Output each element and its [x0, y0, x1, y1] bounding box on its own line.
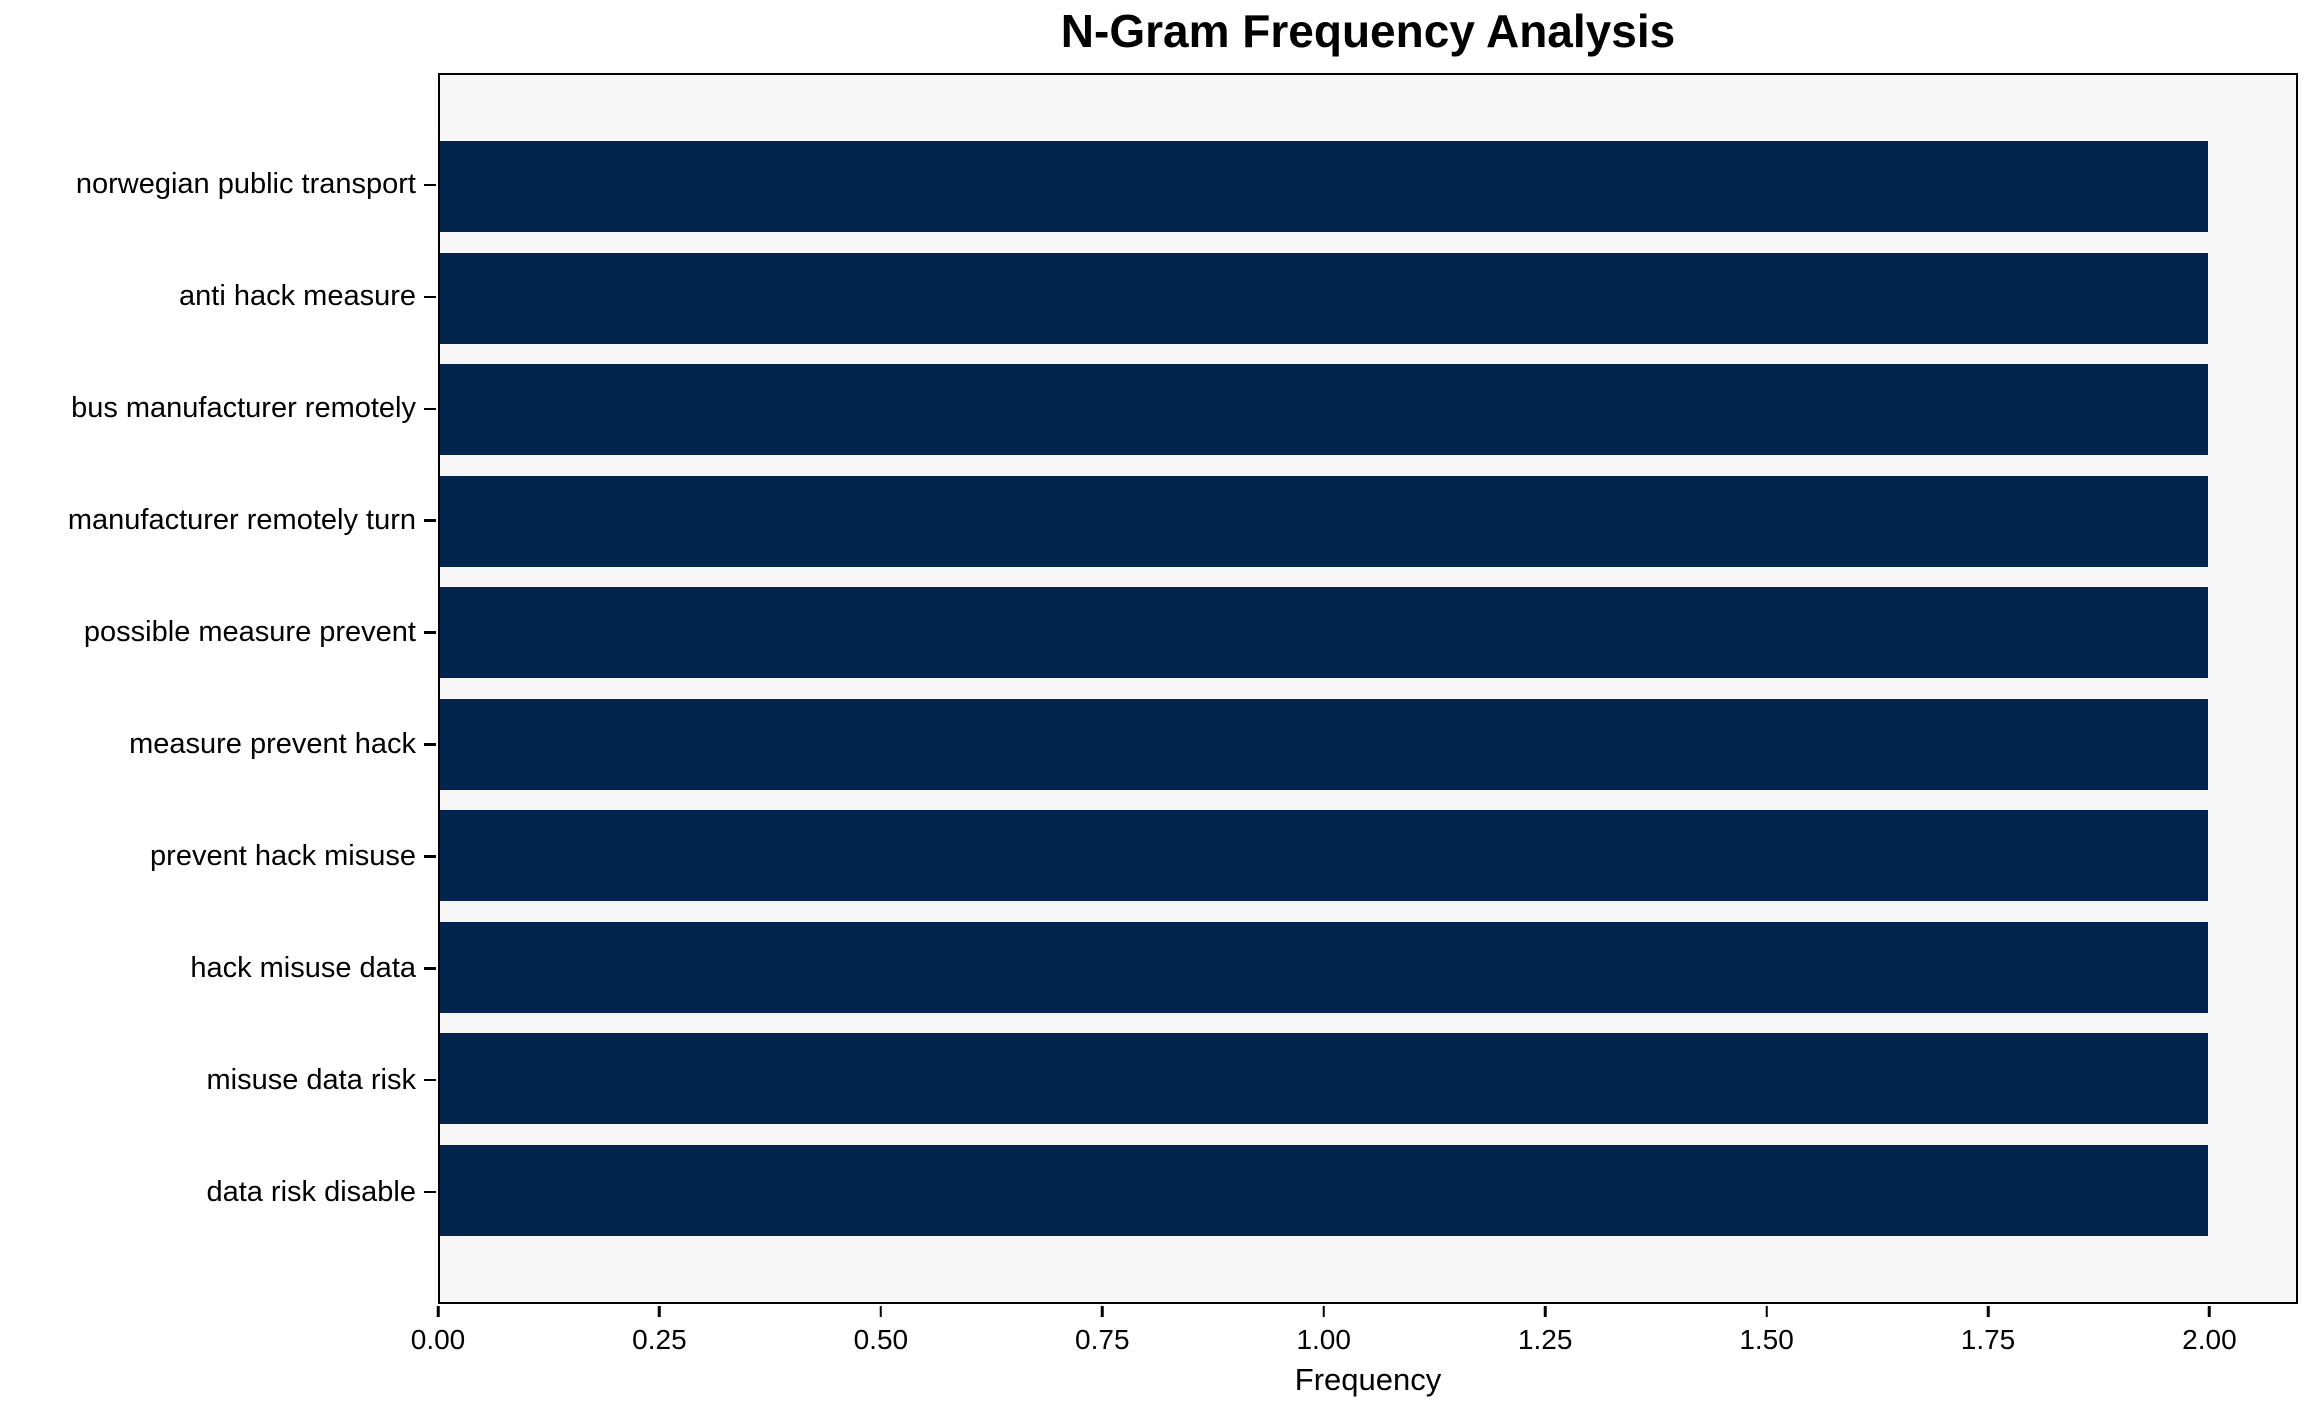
y-tick-label: anti hack measure — [179, 280, 416, 313]
y-tick-mark — [424, 1190, 436, 1194]
bar-row — [440, 1135, 2296, 1247]
x-tick-mark — [1322, 1306, 1325, 1317]
y-label-row: manufacturer remotely turn — [0, 465, 436, 577]
y-tick-label: hack misuse data — [190, 951, 416, 984]
x-tick-label: 1.50 — [1739, 1324, 1794, 1355]
x-tick-label: 0.25 — [632, 1324, 687, 1355]
bar-0 — [440, 141, 2208, 233]
y-tick-label: measure prevent hack — [129, 727, 416, 760]
y-label-row: measure prevent hack — [0, 689, 436, 801]
y-tick-mark — [424, 967, 436, 970]
x-tick: 1.25 — [1517, 1306, 1573, 1356]
x-tick: 0.25 — [632, 1306, 687, 1356]
bar-row — [440, 354, 2296, 466]
y-label-row: data risk disable — [0, 1136, 436, 1248]
x-axis-title: Frequency — [1294, 1362, 1442, 1397]
y-tick-label: possible measure prevent — [83, 616, 416, 649]
x-tick-mark — [2208, 1306, 2211, 1317]
x-tick-label: 0.50 — [853, 1324, 909, 1355]
y-tick-mark — [424, 631, 436, 634]
y-label-row: misuse data risk — [0, 1024, 436, 1136]
y-tick-mark — [424, 1078, 436, 1082]
y-tick-mark — [424, 519, 436, 522]
x-axis-ticks: 0.00 0.25 0.50 0.75 1.00 1.25 1.50 1.75 2.00 — [411, 1306, 2298, 1376]
bar-7 — [440, 921, 2208, 1013]
y-tick-mark — [424, 295, 436, 299]
y-tick-label: misuse data risk — [206, 1063, 416, 1096]
y-label-row: possible measure prevent — [0, 577, 436, 689]
y-tick-label: norwegian public transport — [75, 168, 416, 201]
x-tick-label: 2.00 — [2182, 1324, 2237, 1355]
y-label-row: bus manufacturer remotely — [0, 353, 436, 465]
x-tick-mark — [658, 1306, 661, 1317]
y-tick-label: data risk disable — [206, 1175, 416, 1208]
bar-row — [440, 131, 2296, 243]
chart-title: N-Gram Frequency Analysis — [1060, 5, 1676, 57]
bar-8 — [440, 1033, 2208, 1125]
x-tick-label: 1.75 — [1960, 1324, 2016, 1355]
y-tick-label: manufacturer remotely turn — [67, 504, 416, 537]
x-tick: 1.75 — [1960, 1306, 2016, 1356]
y-tick-label: bus manufacturer remotely — [71, 392, 416, 425]
x-tick: 2.00 — [2182, 1306, 2237, 1356]
y-tick-mark — [424, 743, 436, 746]
x-tick-label: 0.75 — [1075, 1324, 1130, 1355]
bar-row — [440, 466, 2296, 578]
x-tick-label: 1.25 — [1517, 1324, 1573, 1355]
bar-row — [440, 912, 2296, 1024]
y-tick-mark — [424, 407, 436, 411]
y-label-row: prevent hack misuse — [0, 800, 436, 912]
x-tick-mark — [1101, 1306, 1104, 1317]
x-tick-label: 1.00 — [1296, 1324, 1351, 1355]
x-tick-mark — [436, 1306, 440, 1317]
x-tick-label: 0.00 — [410, 1324, 466, 1355]
y-label-row: norwegian public transport — [0, 129, 436, 241]
y-tick-mark — [424, 855, 436, 858]
y-tick-label: prevent hack misuse — [150, 839, 416, 872]
bar-row — [440, 577, 2296, 689]
x-tick-mark — [1543, 1306, 1547, 1317]
x-tick: 1.50 — [1739, 1306, 1794, 1356]
y-tick-mark — [424, 183, 436, 187]
bar-1 — [440, 252, 2208, 344]
y-label-row: anti hack measure — [0, 241, 436, 353]
bar-3 — [440, 475, 2208, 567]
bar-9 — [440, 1144, 2208, 1236]
bar-row — [440, 1023, 2296, 1135]
bar-2 — [440, 364, 2208, 456]
bar-row — [440, 800, 2296, 912]
bar-row — [440, 689, 2296, 801]
x-tick-mark — [1986, 1306, 1990, 1317]
x-tick: 0.50 — [853, 1306, 909, 1356]
bar-6 — [440, 810, 2208, 902]
y-axis-labels: norwegian public transport anti hack meas… — [0, 129, 436, 1248]
plot-area — [438, 73, 2298, 1304]
x-tick-mark — [1765, 1306, 1768, 1317]
bar-series — [440, 131, 2296, 1246]
x-tick-mark — [879, 1306, 883, 1317]
bar-4 — [440, 587, 2208, 679]
x-tick: 0.00 — [410, 1306, 466, 1356]
x-tick: 0.75 — [1075, 1306, 1130, 1356]
bar-5 — [440, 698, 2208, 790]
y-label-row: hack misuse data — [0, 912, 436, 1024]
x-tick: 1.00 — [1296, 1306, 1351, 1356]
bar-row — [440, 243, 2296, 355]
